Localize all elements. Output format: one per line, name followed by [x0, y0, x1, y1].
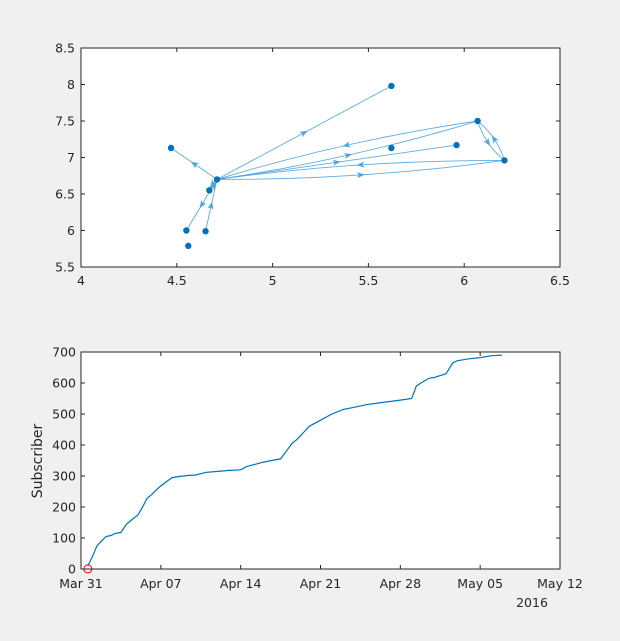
x-tick-label: 6 — [460, 273, 468, 288]
y-tick-label: 300 — [52, 469, 76, 484]
graph-node — [185, 242, 192, 250]
graph-node — [167, 144, 175, 152]
y-tick-label: 100 — [52, 531, 76, 546]
y-tick-label: 7.5 — [55, 114, 75, 129]
edge-arrow-icon — [356, 161, 365, 168]
graph-node — [213, 176, 221, 183]
y-tick-label: 8 — [67, 77, 75, 92]
y-tick-label: 0 — [68, 562, 76, 577]
edge-arrow-icon — [342, 141, 351, 148]
x-tick-label: Apr 28 — [380, 576, 422, 591]
top-y-tick-labels: 5.5 6 6.5 7 7.5 8 8.5 — [55, 41, 75, 275]
y-tick-label: 5.5 — [55, 260, 75, 275]
graph-node — [474, 117, 481, 125]
graph-nodes — [167, 82, 508, 250]
y-tick-label: 500 — [52, 407, 76, 422]
edge-arrow-icon — [299, 130, 308, 138]
y-tick-label: 7 — [67, 150, 75, 165]
y-tick-label: 700 — [52, 345, 76, 360]
x-tick-label: 4.5 — [167, 273, 187, 288]
y-tick-label: 6.5 — [55, 187, 75, 202]
graph-node — [202, 228, 209, 235]
edge-arrow-icon — [207, 201, 214, 210]
bottom-plot-area — [81, 352, 560, 569]
x-tick-label: 5 — [269, 273, 277, 288]
y-tick-label: 6 — [67, 223, 75, 238]
subscriber-line — [87, 354, 502, 567]
graph-node — [501, 157, 508, 164]
top-x-tick-labels: 4 4.5 5 5.5 6 6.5 — [77, 273, 570, 288]
x-tick-label: Apr 07 — [140, 576, 182, 591]
graph-node — [453, 141, 460, 149]
x-tick-label: Apr 14 — [220, 576, 262, 591]
top-plot-area — [81, 48, 560, 267]
y-tick-label: 200 — [52, 500, 76, 515]
x-tick-label: 5.5 — [358, 273, 378, 288]
y-tick-label: 400 — [52, 438, 76, 453]
edge-arrow-icon — [491, 135, 499, 144]
x-tick-label: Mar 31 — [59, 576, 102, 591]
graph-node — [388, 82, 395, 90]
x-tick-label: May 12 — [537, 576, 583, 591]
bottom-y-tick-labels: 0 100 200 300 400 500 600 700 — [52, 345, 76, 577]
edge-arrow-icon — [343, 153, 353, 159]
y-tick-label: 8.5 — [55, 41, 75, 56]
bottom-x-tick-labels: Mar 31 Apr 07 Apr 14 Apr 21 Apr 28 May 05 May … — [59, 576, 583, 591]
year-label: 2016 — [516, 595, 548, 610]
x-tick-label: 6.5 — [550, 273, 570, 288]
edge-arrow-icon — [483, 137, 491, 147]
edge-arrow-icon — [356, 172, 366, 179]
x-tick-label: Apr 21 — [300, 576, 342, 591]
top-axes-box — [80, 47, 561, 268]
edge-arrow-icon — [199, 199, 207, 209]
graph-edges — [170, 85, 505, 232]
x-tick-label: May 05 — [457, 576, 503, 591]
graph-node — [183, 227, 190, 234]
y-axis-label: Subscriber — [30, 423, 46, 498]
edge-arrow-icon — [209, 182, 217, 191]
bottom-axes-box — [80, 351, 561, 570]
y-tick-label: 600 — [52, 376, 76, 391]
edge-arrow-icon — [332, 159, 341, 166]
edge-arrow-icon — [190, 161, 200, 169]
graph-node — [206, 187, 213, 194]
x-tick-label: 4 — [77, 273, 85, 288]
top-chart: 4 4.5 5 5.5 6 6.5 5.5 6 6.5 7 7.5 8 8.5 — [55, 41, 570, 289]
bottom-chart: Mar 31 Apr 07 Apr 14 Apr 21 Apr 28 May 05 May … — [30, 345, 583, 611]
graph-node — [388, 144, 395, 152]
